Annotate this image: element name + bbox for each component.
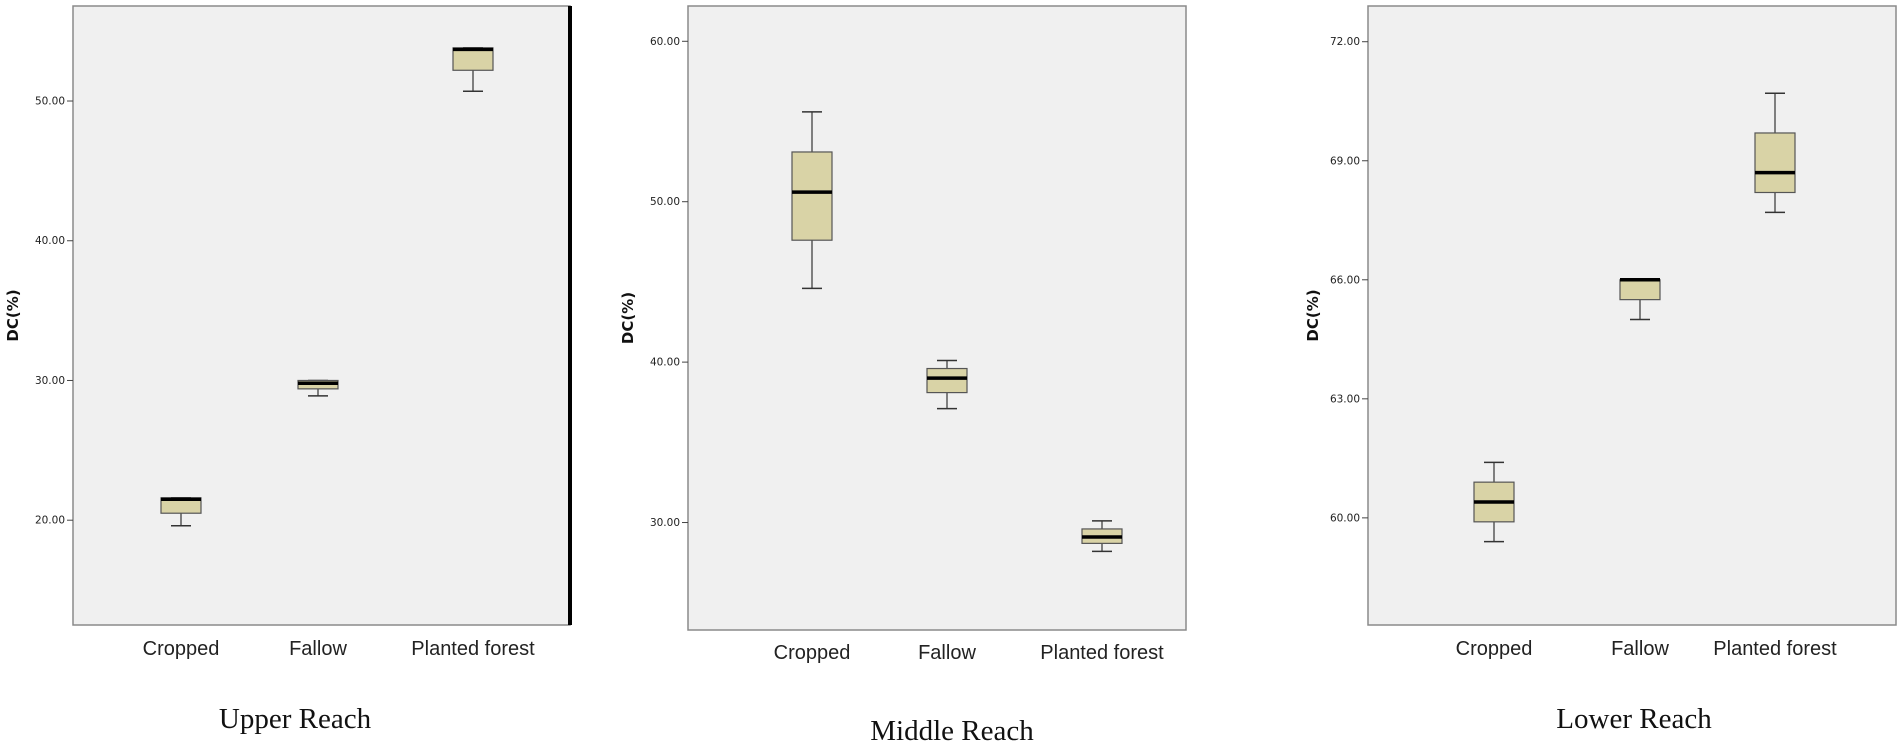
y-tick-label: 30.00: [650, 517, 680, 529]
y-tick-label: 50.00: [35, 96, 65, 108]
category-label: Fallow: [289, 638, 347, 660]
y-axis-label: DC(%): [619, 292, 637, 344]
y-tick-label: 63.00: [1330, 393, 1360, 405]
y-tick-label: 40.00: [650, 357, 680, 369]
box-iqr: [926, 367, 968, 394]
category-label: Planted forest: [1040, 642, 1164, 664]
y-tick-label: 66.00: [1330, 274, 1360, 286]
y-tick-label: 72.00: [1330, 36, 1360, 48]
box-iqr: [452, 47, 494, 71]
y-tick-label: 60.00: [1330, 512, 1360, 524]
y-axis-label: DC(%): [4, 289, 22, 341]
box-iqr: [791, 151, 833, 241]
category-label: Cropped: [143, 638, 220, 660]
category-label: Fallow: [918, 642, 976, 664]
y-tick-label: 40.00: [35, 235, 65, 247]
panel-title: Upper Reach: [219, 703, 372, 735]
panel-title: Middle Reach: [870, 715, 1034, 746]
category-label: Cropped: [1456, 638, 1533, 660]
plot-area: [1367, 5, 1897, 626]
category-label: Cropped: [774, 642, 851, 664]
y-axis-label: DC(%): [1304, 289, 1322, 341]
y-tick-label: 60.00: [650, 36, 680, 48]
category-label: Planted forest: [411, 638, 535, 660]
category-label: Planted forest: [1713, 638, 1837, 660]
plot-area: [687, 5, 1187, 631]
plot-area: [72, 5, 571, 626]
y-tick-label: 20.00: [35, 515, 65, 527]
box-iqr: [1619, 279, 1661, 301]
box-iqr: [1754, 132, 1796, 194]
panel-title: Lower Reach: [1556, 703, 1712, 735]
y-tick-label: 30.00: [35, 375, 65, 387]
category-label: Fallow: [1611, 638, 1669, 660]
y-tick-label: 50.00: [650, 196, 680, 208]
y-tick-label: 69.00: [1330, 155, 1360, 167]
